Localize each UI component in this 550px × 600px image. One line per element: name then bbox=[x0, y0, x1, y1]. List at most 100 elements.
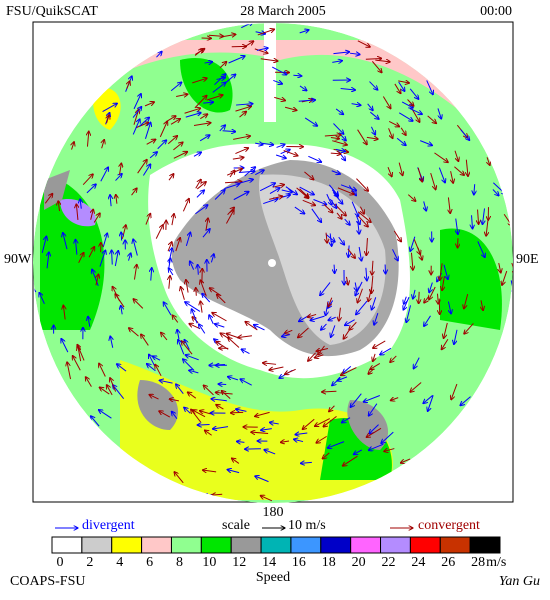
wind-arrow bbox=[393, 230, 401, 242]
wind-arrow bbox=[114, 250, 118, 267]
wind-arrow bbox=[263, 363, 277, 364]
wind-arrow bbox=[194, 95, 207, 109]
wind-arrow bbox=[261, 429, 272, 431]
wind-arrow bbox=[184, 407, 191, 414]
wind-arrow bbox=[398, 162, 403, 176]
wind-arrow bbox=[348, 245, 349, 257]
wind-arrow bbox=[373, 340, 386, 348]
scale-label: scale bbox=[222, 518, 250, 533]
wind-arrow bbox=[236, 104, 253, 105]
wind-arrow bbox=[440, 263, 443, 280]
wind-arrow bbox=[212, 494, 223, 495]
wind-arrow bbox=[44, 193, 52, 204]
wind-arrow bbox=[298, 100, 316, 101]
field bbox=[440, 228, 502, 330]
wind-arrow bbox=[330, 137, 340, 138]
wind-arrow bbox=[185, 113, 201, 118]
wind-arrow bbox=[144, 122, 150, 139]
wind-arrow bbox=[341, 417, 351, 423]
wind-arrow bbox=[295, 433, 308, 435]
wind-arrow bbox=[232, 157, 244, 159]
wind-arrow bbox=[185, 355, 199, 361]
wind-arrow bbox=[133, 94, 141, 110]
wind-arrow bbox=[371, 297, 377, 310]
wind-arrow bbox=[392, 249, 399, 261]
wind-arrow bbox=[327, 441, 345, 448]
wind-arrow bbox=[284, 330, 293, 333]
wind-arrow bbox=[387, 166, 392, 177]
wind-arrow bbox=[168, 174, 174, 181]
wind-arrow bbox=[212, 82, 226, 93]
wind-arrow bbox=[190, 261, 195, 270]
divergent-label: divergent bbox=[82, 518, 135, 533]
wind-arrow bbox=[460, 396, 471, 406]
wind-arrow bbox=[58, 201, 59, 212]
wind-arrow bbox=[135, 122, 149, 129]
wind-arrow bbox=[33, 282, 37, 293]
wind-arrow bbox=[131, 188, 137, 196]
colorbar-tick: 0 bbox=[57, 555, 64, 570]
wind-arrow bbox=[328, 317, 336, 320]
wind-arrow bbox=[235, 106, 251, 112]
wind-arrow bbox=[119, 163, 121, 175]
color-box bbox=[380, 536, 411, 554]
wind-arrow bbox=[165, 116, 176, 123]
field bbox=[137, 380, 179, 430]
wind-arrow bbox=[304, 117, 317, 126]
colorbar-tick: 24 bbox=[411, 555, 425, 570]
colorbar-tick: 2 bbox=[86, 555, 93, 570]
wind-arrow bbox=[337, 376, 348, 381]
color-box bbox=[230, 536, 262, 554]
map bbox=[33, 23, 513, 503]
wind-arrow bbox=[100, 167, 109, 182]
wind-arrow bbox=[212, 427, 229, 429]
wind-arrow bbox=[255, 170, 264, 176]
wind-arrow bbox=[200, 114, 207, 120]
wind-arrow bbox=[384, 449, 395, 452]
wind-arrow bbox=[202, 293, 211, 303]
wind-arrow bbox=[91, 416, 100, 427]
colorbar: 0 2 4 6 8 10 12 14 16 18 20 22 24 26 28 m/s bbox=[51, 536, 506, 570]
wind-arrow bbox=[448, 301, 451, 314]
wind-arrow bbox=[315, 418, 330, 427]
wind-arrow bbox=[368, 286, 373, 302]
wind-arrow bbox=[347, 248, 356, 259]
wind-arrow bbox=[429, 282, 433, 293]
wind-arrow bbox=[477, 241, 485, 257]
wind-arrow bbox=[321, 323, 327, 330]
wind-arrow bbox=[332, 192, 343, 204]
wind-arrow bbox=[407, 99, 414, 107]
wind-arrow bbox=[251, 432, 269, 433]
wind-arrow bbox=[257, 29, 275, 36]
wind-arrow bbox=[454, 166, 464, 176]
wind-arrow bbox=[141, 334, 149, 346]
wind-arrow bbox=[41, 236, 46, 253]
wind-arrow bbox=[88, 247, 94, 258]
wind-arrow bbox=[356, 300, 368, 315]
wind-arrow bbox=[424, 296, 430, 303]
wind-arrow bbox=[185, 232, 190, 247]
wind-arrow bbox=[63, 305, 65, 320]
wind-arrow bbox=[335, 108, 343, 115]
wind-arrow bbox=[324, 135, 341, 136]
wind-arrow bbox=[202, 470, 217, 472]
wind-arrow bbox=[93, 213, 100, 223]
wind-arrow bbox=[441, 338, 449, 349]
wind-arrow bbox=[219, 61, 227, 69]
wind-arrow bbox=[336, 212, 342, 219]
wind-arrow bbox=[195, 205, 207, 215]
wind-arrow bbox=[121, 232, 122, 241]
wind-arrow bbox=[370, 111, 379, 119]
convergent-label: convergent bbox=[418, 518, 480, 533]
wind-arrow bbox=[409, 108, 422, 115]
wind-arrow bbox=[438, 167, 445, 183]
wind-arrow bbox=[87, 131, 88, 147]
wind-arrow bbox=[163, 302, 172, 316]
wind-arrow bbox=[88, 316, 90, 327]
color-box bbox=[439, 536, 471, 554]
color-box bbox=[409, 536, 441, 554]
wind-arrow bbox=[307, 314, 317, 317]
wind-arrow bbox=[281, 334, 291, 336]
wind-arrow bbox=[198, 264, 199, 275]
wind-arrow bbox=[482, 208, 484, 224]
